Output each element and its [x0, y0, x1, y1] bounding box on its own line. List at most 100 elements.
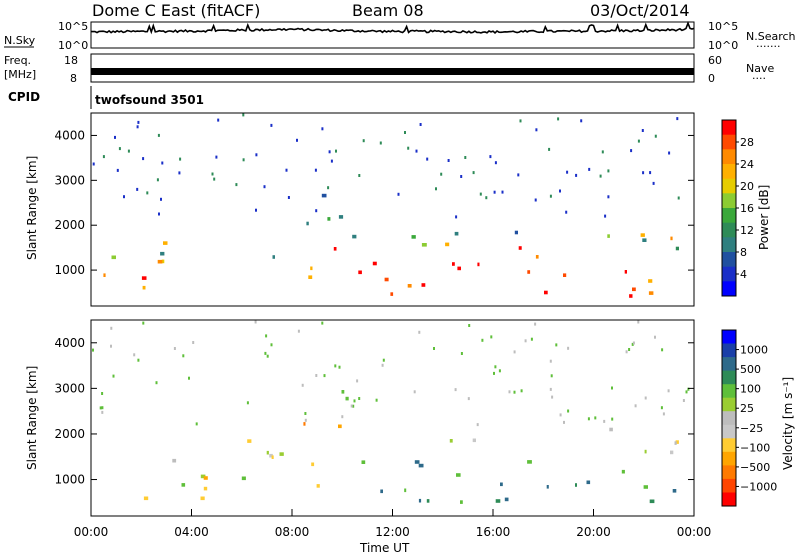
xtick-label: 00:00 — [677, 525, 712, 539]
power-echo — [327, 186, 330, 190]
power-echo — [477, 262, 480, 267]
velocity-echo — [674, 441, 677, 445]
power-echo — [676, 117, 679, 121]
power-echo — [637, 139, 640, 143]
power-echo — [285, 168, 288, 172]
power-ylabel: Slant Range [km] — [25, 156, 39, 260]
power-echo — [137, 120, 140, 124]
noise-ytick-top: 10^5 — [58, 20, 88, 33]
power-echo — [156, 178, 159, 182]
velocity-echo — [508, 390, 511, 394]
velocity-echo — [456, 473, 461, 477]
velocity-echo — [182, 354, 185, 358]
power-echo — [217, 118, 220, 122]
power-echo — [158, 212, 160, 216]
power-echo — [599, 174, 602, 178]
power-echo — [407, 284, 412, 288]
colorbar-swatch — [722, 370, 736, 385]
power-echo — [607, 195, 610, 199]
power-echo — [321, 193, 327, 198]
colorbar-swatch — [722, 149, 736, 165]
velocity-echo — [341, 390, 345, 394]
colorbar-tick-label: −1000 — [740, 480, 777, 493]
velocity-echo — [350, 404, 353, 408]
velocity-echo — [246, 401, 249, 405]
power-echo — [321, 127, 324, 131]
power-echo — [435, 187, 437, 191]
colorbar-swatch — [722, 465, 736, 480]
velocity-echo — [563, 420, 565, 424]
power-echo — [535, 255, 539, 259]
velocity-echo — [279, 452, 284, 456]
velocity-echo — [381, 363, 384, 367]
power-echo — [604, 214, 607, 218]
velocity-echo — [654, 335, 656, 339]
power-echo — [263, 185, 266, 189]
noise-right-dots: ······· — [756, 40, 780, 53]
velocity-echo — [426, 499, 430, 503]
power-echo — [306, 221, 309, 226]
freq-right-label: Nave — [746, 62, 774, 75]
power-echo — [654, 134, 657, 138]
velocity-echo — [356, 379, 359, 383]
colorbar-tick-label: 20 — [740, 180, 754, 193]
velocity-echo — [271, 455, 274, 459]
velocity-echo — [382, 358, 385, 362]
ytick-label: 1000 — [54, 263, 85, 277]
power-echo — [136, 125, 139, 129]
power-echo — [548, 147, 551, 151]
velocity-echo — [611, 417, 614, 421]
power-echo — [518, 246, 522, 250]
power-echo — [404, 131, 406, 134]
power-echo — [455, 215, 458, 219]
power-echo — [640, 233, 645, 237]
power-echo — [235, 183, 238, 187]
power-echo — [215, 155, 218, 159]
power-echo — [549, 194, 552, 198]
velocity-echo — [675, 440, 679, 444]
velocity-echo — [341, 415, 344, 419]
velocity-echo — [301, 383, 304, 387]
velocity-echo — [112, 374, 115, 378]
velocity-echo — [559, 413, 562, 417]
power-echo — [160, 197, 162, 201]
velocity-echo — [460, 352, 463, 355]
power-echo — [141, 276, 147, 280]
velocity-echo — [468, 324, 471, 327]
power-echo — [255, 208, 257, 212]
velocity-echo — [530, 337, 533, 341]
power-echo — [535, 128, 538, 132]
noise-ytick-bottom: 10^0 — [58, 39, 88, 52]
cpid-text: twofsound 3501 — [95, 93, 204, 107]
velocity-echo — [476, 423, 479, 427]
velocity-echo — [352, 404, 355, 408]
velocity-echo — [575, 483, 577, 487]
velocity-echo — [99, 406, 102, 410]
power-echo — [485, 196, 488, 200]
colorbar-tick-label: 25 — [740, 402, 754, 415]
colorbar-tick-label: 16 — [740, 202, 754, 215]
power-echo — [178, 171, 181, 175]
power-echo — [544, 290, 548, 295]
power-echo — [457, 266, 461, 271]
velocity-echo — [644, 396, 647, 400]
colorbar-tick-label: 100 — [740, 383, 761, 396]
velocity-echo — [670, 450, 674, 455]
power-echo — [588, 167, 591, 171]
velocity-echo — [316, 484, 320, 488]
noise-left-label: N.Sky — [4, 34, 36, 47]
power-echo — [580, 119, 583, 123]
velocity-echo — [460, 500, 463, 504]
power-echo — [352, 234, 357, 239]
velocity-echo — [546, 485, 549, 489]
velocity-echo — [643, 485, 648, 489]
power-echo — [629, 294, 633, 298]
velocity-yticks: 1000 2000 3000 4000 — [54, 336, 694, 487]
velocity-echo — [270, 343, 273, 347]
colorbar-swatch — [722, 266, 736, 282]
velocity-echo — [594, 416, 597, 420]
power-echo — [415, 149, 418, 153]
colorbar-swatch — [722, 438, 736, 453]
colorbar-swatch — [722, 178, 736, 194]
velocity-echo — [513, 350, 516, 354]
